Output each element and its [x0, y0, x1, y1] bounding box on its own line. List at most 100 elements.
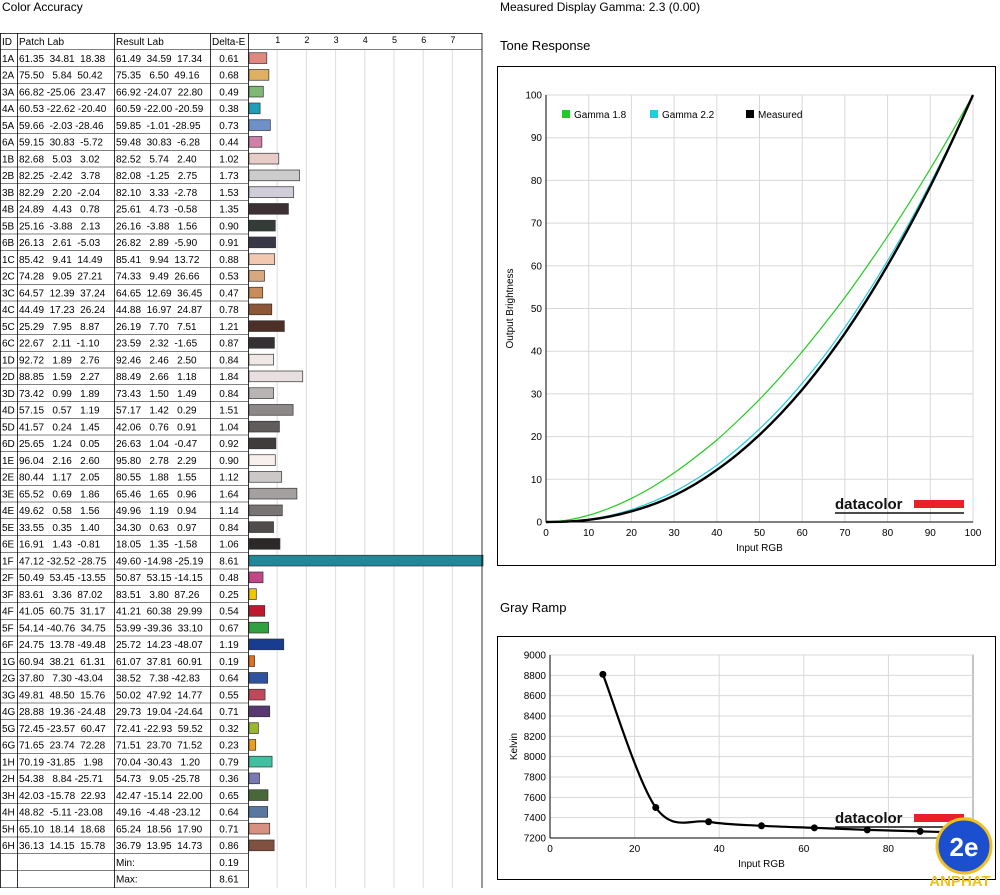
scale-tick-label: 3: [334, 35, 339, 45]
row-patch-lab: 66.82 -25.06 23.47: [19, 87, 106, 98]
row-result-lab: 75.35 6.50 49.16: [116, 71, 200, 82]
delta-e-bar: [248, 437, 277, 450]
row-patch-lab: 16.91 1.43 -0.81: [19, 540, 101, 551]
row-delta-e: 1.64: [219, 489, 239, 500]
delta-e-bar: [248, 136, 263, 148]
row-id: 2H: [2, 774, 15, 785]
row-delta-e: 1.12: [219, 473, 239, 484]
row-patch-lab: 36.13 14.15 15.78: [19, 841, 106, 852]
row-id: 3G: [2, 690, 16, 701]
row-id: 4E: [2, 506, 15, 517]
delta-e-bar: [248, 571, 264, 584]
delta-e-bar: [248, 169, 300, 182]
y-tick-label: 30: [531, 389, 543, 400]
row-patch-lab: 28.88 19.36 -24.48: [19, 707, 106, 718]
row-result-lab: 50.02 47.92 14.77: [116, 690, 203, 701]
x-tick-label: 70: [839, 528, 851, 539]
row-id: 2D: [2, 372, 15, 383]
row-result-lab: 50.87 53.15 -14.15: [116, 573, 203, 584]
row-result-lab: 82.08 -1.25 2.75: [116, 171, 198, 182]
row-result-lab: 73.43 1.50 1.49: [116, 389, 197, 400]
row-result-lab: 34.30 0.63 0.97: [116, 523, 197, 534]
row-delta-e: 0.68: [219, 71, 239, 82]
scale-tick-label: 2: [304, 35, 309, 45]
row-result-lab: 57.17 1.42 0.29: [116, 406, 197, 417]
x-tick-label: 80: [883, 844, 895, 855]
row-patch-lab: 72.45 -23.57 60.47: [19, 724, 106, 735]
row-id: 5H: [2, 824, 15, 835]
row-id: 2C: [2, 272, 15, 283]
x-tick-label: 90: [925, 528, 937, 539]
row-id: 1H: [2, 757, 15, 768]
x-tick-label: 50: [754, 528, 766, 539]
delta-e-bar: [248, 420, 280, 433]
row-result-lab: 18.05 1.35 -1.58: [116, 540, 198, 551]
row-delta-e: 0.54: [219, 607, 239, 618]
row-delta-e: 0.92: [219, 439, 239, 450]
row-patch-lab: 82.29 2.20 -2.04: [19, 188, 101, 199]
row-delta-e: 0.61: [219, 54, 239, 65]
row-delta-e: 1.02: [219, 154, 239, 165]
row-delta-e: 0.53: [219, 272, 239, 283]
x-tick-label: 0: [543, 528, 549, 539]
row-delta-e: 0.44: [219, 138, 239, 149]
row-delta-e: 1.04: [219, 422, 239, 433]
column-header: Result Lab: [116, 37, 164, 48]
row-result-lab: 61.07 37.81 60.91: [116, 657, 203, 668]
row-id: 5D: [2, 422, 15, 433]
scale-tick-label: 6: [421, 35, 426, 45]
row-patch-lab: 80.44 1.17 2.05: [19, 473, 100, 484]
row-delta-e: 0.90: [219, 456, 239, 467]
row-patch-lab: 65.10 18.14 18.68: [19, 824, 106, 835]
x-tick-label: 60: [798, 844, 810, 855]
row-id: 3F: [2, 590, 14, 601]
y-tick-label: 8000: [524, 752, 547, 763]
row-id: 3H: [2, 791, 15, 802]
row-patch-lab: 47.12 -32.52 -28.75: [19, 556, 107, 567]
row-result-lab: 41.21 60.38 29.99: [116, 607, 203, 618]
logo-text: ANPHAT: [929, 873, 990, 890]
row-delta-e: 0.91: [219, 238, 239, 249]
row-delta-e: 0.79: [219, 757, 239, 768]
delta-e-bar: [248, 152, 280, 165]
row-delta-e: 0.36: [219, 774, 239, 785]
y-tick-label: 7800: [524, 773, 547, 784]
row-result-lab: 65.24 18.56 17.90: [116, 824, 203, 835]
delta-e-bar: [248, 822, 271, 835]
row-result-lab: 49.96 1.19 0.94: [116, 506, 197, 517]
row-patch-lab: 65.52 0.69 1.86: [19, 489, 100, 500]
row-id: 2F: [2, 573, 14, 584]
legend-label: Measured: [758, 110, 802, 121]
row-patch-lab: 25.65 1.24 0.05: [19, 439, 100, 450]
data-point: [863, 826, 871, 834]
row-id: 3B: [2, 188, 15, 199]
row-patch-lab: 75.50 5.84 50.42: [19, 71, 103, 82]
row-delta-e: 1.73: [219, 171, 239, 182]
delta-e-bar: [248, 203, 289, 215]
gray-ramp-chart: 0 20 40 60 80 7200 7400 7600 7800 8000 8200 8400 860…: [497, 636, 996, 880]
row-patch-lab: 50.49 53.45 -13.55: [19, 573, 106, 584]
delta-e-bar: [248, 722, 259, 734]
delta-e-bar: [248, 739, 257, 751]
y-tick-label: 8600: [524, 691, 547, 702]
row-result-lab: 23.59 2.32 -1.65: [116, 339, 198, 350]
y-tick-label: 8800: [524, 671, 547, 682]
row-delta-e: 0.49: [219, 87, 239, 98]
row-delta-e: 0.38: [219, 104, 239, 115]
row-result-lab: 80.55 1.88 1.55: [116, 473, 197, 484]
row-delta-e: 1.14: [219, 506, 239, 517]
row-id: 3A: [2, 87, 15, 98]
row-delta-e: 8.61: [219, 556, 239, 567]
y-tick-label: 60: [531, 261, 543, 272]
row-patch-lab: 82.68 5.03 3.02: [19, 154, 100, 165]
row-id: 6G: [2, 741, 16, 752]
row-id: 2E: [2, 473, 15, 484]
row-id: 5E: [2, 523, 15, 534]
row-result-lab: 60.59 -22.00 -20.59: [116, 104, 204, 115]
measured-gamma-title: Measured Display Gamma: 2.3 (0.00): [500, 0, 701, 14]
row-delta-e: 1.35: [219, 205, 239, 216]
row-id: 4F: [2, 607, 14, 618]
row-patch-lab: 41.57 0.24 1.45: [19, 422, 100, 433]
row-result-lab: 85.41 9.94 13.72: [116, 255, 200, 266]
y-tick-label: 8200: [524, 732, 547, 743]
